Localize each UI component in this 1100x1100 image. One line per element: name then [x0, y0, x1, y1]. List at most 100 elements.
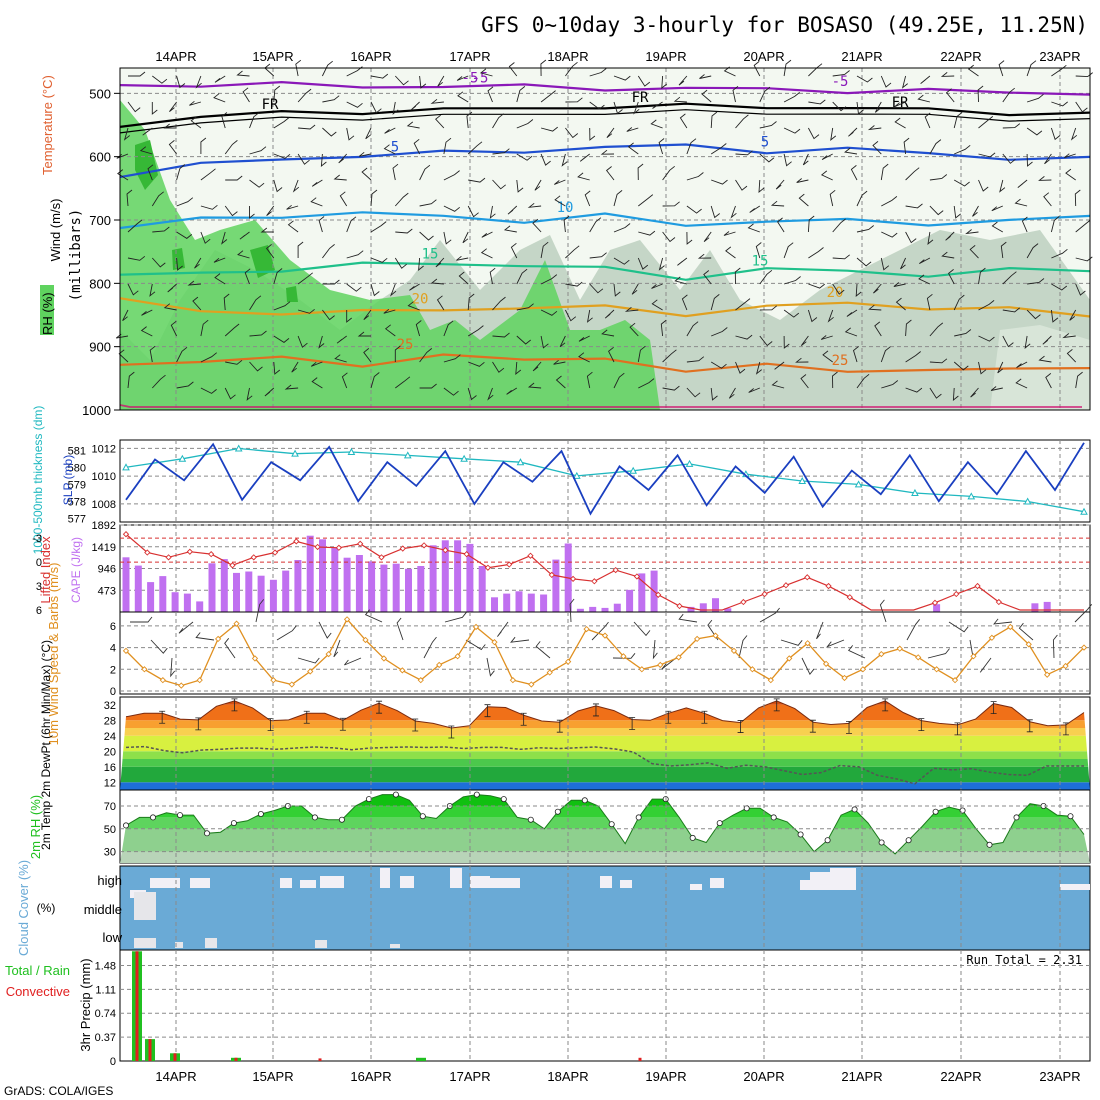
- thickness-tick-label: 578: [68, 497, 86, 509]
- top-date-label: 21APR: [841, 49, 882, 64]
- wind-barb: [151, 374, 166, 389]
- wind-barb: [679, 113, 688, 129]
- wind10m-point: [601, 632, 609, 639]
- wind-barb: [492, 113, 504, 129]
- wind-barb: [832, 254, 850, 260]
- cape-bar: [466, 543, 474, 612]
- wind-barb: [394, 257, 407, 269]
- wind-barb: [703, 270, 712, 285]
- wind-barb: [170, 320, 178, 337]
- wind-barb: [187, 280, 201, 286]
- wind-barb: [1051, 248, 1068, 259]
- wind-barb: [346, 127, 355, 141]
- wind-barb: [905, 351, 921, 363]
- cape-tick-label: 1892: [92, 520, 116, 532]
- li-point: [655, 591, 662, 598]
- li-point: [953, 590, 960, 598]
- precip-conv-bar: [135, 951, 139, 1061]
- wind-barb: [997, 361, 1004, 374]
- wind-barb: [905, 167, 920, 181]
- wind-barb: [1026, 93, 1044, 103]
- isotherm-label: 15: [422, 246, 439, 262]
- wind-barb: [758, 179, 765, 193]
- wind-barb: [954, 329, 972, 337]
- cloud-cell-high: [280, 878, 292, 888]
- dewpoint-line: [125, 745, 1084, 785]
- slp-thickness-panel: 577 578 579 580 581 1008 1010 1012 1000-500mb t…: [31, 406, 1091, 554]
- rh2m-point: [527, 816, 534, 823]
- wind-barb: [991, 221, 1004, 233]
- rh2m-point: [554, 808, 561, 815]
- wind-barb: [586, 309, 593, 323]
- wind-barb: [710, 143, 727, 155]
- wind-barb: [901, 75, 908, 89]
- wind-barb: [436, 295, 445, 311]
- run-total: Run Total = 2.31: [966, 953, 1082, 967]
- wind-barb: [589, 217, 602, 233]
- wind-barb: [929, 358, 948, 364]
- temp-minmax-bar: [701, 710, 708, 724]
- cape-bar: [220, 559, 228, 612]
- wind-barb: [1075, 283, 1086, 296]
- wind-barb: [924, 112, 931, 129]
- temp-tick-label: 12: [104, 777, 116, 789]
- wind-barb: [626, 127, 639, 132]
- wind-barb: [852, 346, 859, 363]
- wind-barb: [334, 354, 347, 363]
- top-date-labels: 14APR 15APR 16APR 17APR 18APR 19APR 20APR 21APR…: [155, 49, 1080, 64]
- wind-barb: [584, 190, 591, 207]
- wind-barb: [796, 178, 809, 183]
- wind-barb: [273, 85, 281, 103]
- rh2m-point: [311, 814, 318, 821]
- temp-ticks: 12 16 20 24 28 32: [104, 700, 116, 790]
- wind-barb: [389, 283, 397, 297]
- wind-barb: [844, 147, 858, 155]
- wind-barb: [152, 75, 168, 84]
- wind-barb: [336, 335, 347, 344]
- thickness-point: [1080, 507, 1088, 515]
- precip-conv-bar: [173, 1053, 177, 1061]
- temp-band: [120, 735, 1090, 752]
- wind-barb: [856, 225, 874, 233]
- precip-tick-label: 0: [110, 1056, 116, 1068]
- wind10m-barb: [738, 635, 748, 659]
- wind-barb: [561, 153, 568, 167]
- wind10m-point: [583, 625, 590, 633]
- rh2m-point: [149, 814, 156, 821]
- bottom-date-label: 22APR: [940, 1069, 981, 1084]
- wind-barb: [919, 257, 931, 264]
- wind10m-barb: [364, 609, 383, 623]
- wind-barb: [589, 68, 607, 77]
- wind-barb: [200, 137, 207, 154]
- wind-barb: [978, 300, 995, 311]
- wind-barb: [832, 283, 845, 295]
- rh2m-point: [851, 806, 858, 813]
- wind-barb: [264, 387, 275, 397]
- top-date-label: 22APR: [940, 49, 981, 64]
- rh2m-tick-label: 30: [104, 847, 116, 859]
- wind-barb: [771, 380, 785, 389]
- wind-barb: [273, 268, 283, 285]
- thickness-point: [403, 451, 412, 459]
- wind10m-barb: [396, 617, 404, 641]
- wind-barb: [419, 348, 433, 363]
- wind-barb: [953, 294, 965, 311]
- wind-barb: [239, 231, 250, 240]
- wind-barb: [487, 387, 494, 401]
- wind-barb: [606, 127, 615, 139]
- isotherm-label: 5: [761, 134, 769, 150]
- wind-barb: [662, 349, 677, 363]
- li-point: [314, 543, 321, 551]
- wind-barb: [419, 231, 434, 241]
- wind-barb: [443, 231, 452, 245]
- wind-barb: [224, 387, 236, 400]
- wind-barb: [430, 98, 444, 104]
- wind-barb: [395, 228, 413, 234]
- wind-barb: [1062, 333, 1076, 339]
- li-point: [484, 564, 492, 571]
- precip-tick-label: 0.37: [95, 1032, 116, 1044]
- wind-barb: [969, 245, 979, 259]
- wind-barb: [506, 387, 518, 395]
- wind-barb: [991, 205, 1003, 212]
